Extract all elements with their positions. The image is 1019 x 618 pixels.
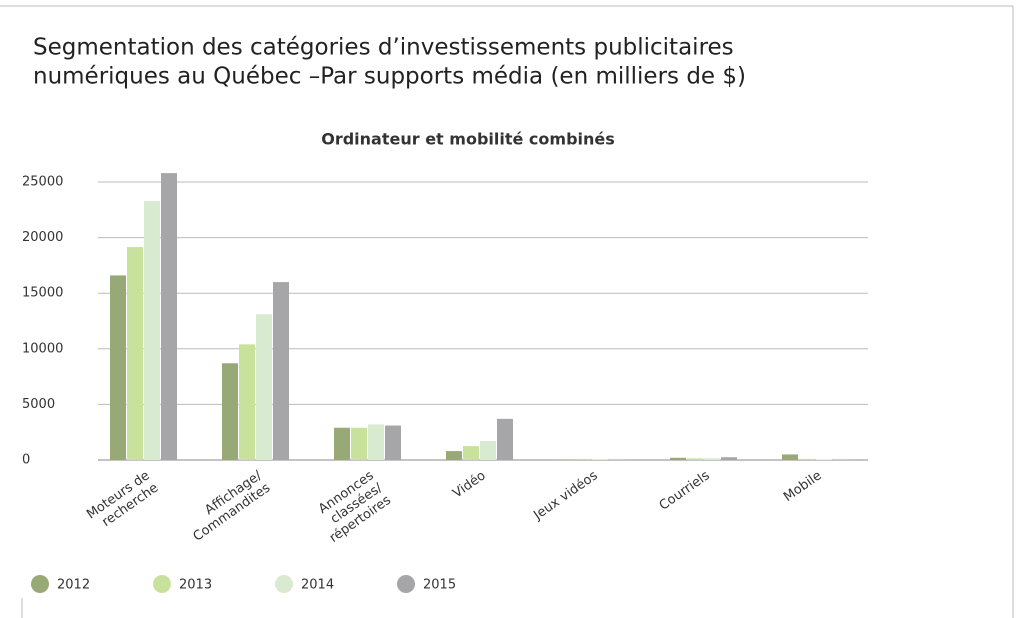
x-tick-label: Annoncesclassées/répertoires: [309, 468, 394, 546]
legend-swatch: [31, 575, 49, 593]
legend-label: 2012: [57, 578, 90, 593]
legend-swatch: [153, 575, 171, 593]
bar: [256, 314, 272, 460]
legend-label: 2015: [423, 578, 456, 593]
bar: [833, 459, 849, 460]
chart-title: numériques au Québec –Par supports média…: [33, 64, 746, 90]
x-tick-label: Moteurs derecherche: [84, 468, 161, 534]
x-tick-label: Mobile: [781, 468, 825, 505]
bar: [609, 459, 625, 460]
y-tick-label: 0: [22, 453, 30, 468]
bar: [239, 344, 255, 460]
x-tick-line: Mobile: [781, 468, 825, 505]
bar: [670, 457, 686, 460]
x-tick-line: Courriels: [656, 468, 712, 514]
y-tick-label: 5000: [22, 397, 55, 412]
y-tick-label: 15000: [22, 286, 63, 301]
x-tick-label: Jeux vidéos: [530, 468, 600, 524]
x-tick-label: Vidéo: [450, 468, 488, 501]
y-tick-label: 20000: [22, 230, 63, 245]
bar: [385, 425, 401, 460]
chart-title: Segmentation des catégories d’investisse…: [33, 35, 734, 61]
bar: [592, 459, 608, 460]
bar: [222, 363, 238, 460]
bar: [161, 173, 177, 460]
y-tick-label: 25000: [22, 175, 63, 190]
legend-swatch: [275, 575, 293, 593]
x-tick-label: Courriels: [656, 468, 712, 514]
bar: [273, 282, 289, 460]
bar: [463, 446, 479, 460]
bar: [446, 451, 462, 460]
bar: [497, 418, 513, 460]
bar: [799, 458, 815, 460]
bar: [144, 200, 160, 461]
legend-label: 2014: [301, 578, 334, 593]
legend-label: 2013: [179, 578, 212, 593]
bar: [816, 459, 832, 460]
bar: [704, 458, 720, 460]
bar: [575, 458, 591, 460]
y-tick-label: 10000: [22, 341, 63, 356]
bar: [110, 275, 126, 460]
legend-swatch: [397, 575, 415, 593]
bar: [334, 427, 350, 460]
bar: [782, 454, 798, 460]
x-tick-label: Affichage/Commandites: [182, 468, 274, 545]
bar: [351, 427, 367, 460]
bar: [687, 458, 703, 460]
bar: [127, 247, 143, 460]
bar: [368, 424, 384, 460]
bar: [558, 459, 574, 460]
x-tick-line: Jeux vidéos: [530, 468, 600, 524]
chart-subtitle: Ordinateur et mobilité combinés: [321, 130, 615, 149]
x-tick-line: Vidéo: [450, 468, 488, 501]
bar: [721, 457, 737, 460]
bar: [480, 441, 496, 460]
